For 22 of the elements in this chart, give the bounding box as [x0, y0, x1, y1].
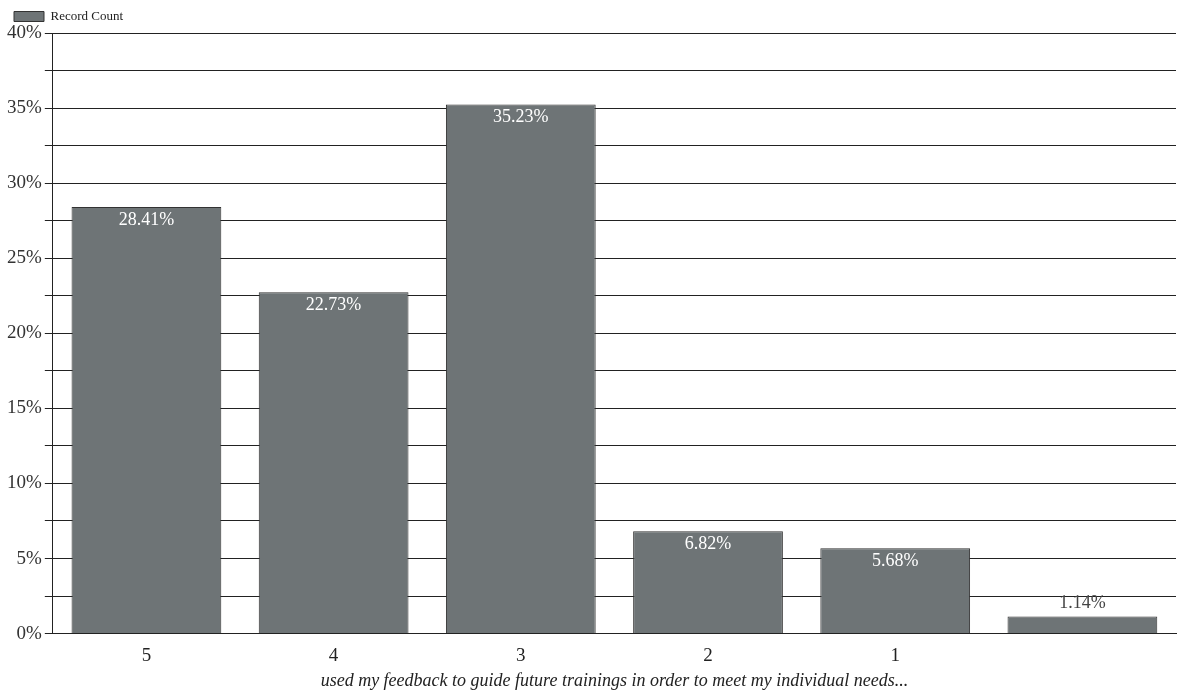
y-tick-label: 15%	[7, 396, 42, 418]
legend-label: Record Count	[50, 7, 124, 23]
data-label: 28.41%	[118, 208, 175, 229]
data-label: 6.82%	[684, 532, 732, 553]
y-tick-label: 20%	[7, 321, 42, 343]
x-tick-label: 3	[516, 643, 526, 665]
data-label: 1.14%	[1059, 592, 1106, 613]
y-tick-label: 10%	[7, 471, 42, 493]
x-tick-label: 1	[890, 643, 900, 665]
x-tick-label: 4	[328, 643, 339, 665]
data-label: 5.68%	[871, 550, 919, 571]
y-tick-label: 35%	[7, 96, 42, 118]
data-label: 35.23%	[493, 106, 549, 127]
data-label: 22.73%	[305, 294, 362, 315]
y-tick-label: 40%	[7, 20, 42, 42]
x-tick-label: 2	[703, 643, 713, 665]
y-tick-label: 25%	[7, 246, 42, 268]
y-tick-label: 30%	[7, 171, 42, 193]
y-tick-label: 5%	[16, 546, 42, 568]
x-axis-title: used my feedback to guide future trainings in order to meet my individual needs...	[320, 669, 909, 690]
x-tick-label: 5	[141, 643, 152, 665]
y-tick-label: 0%	[16, 621, 42, 643]
